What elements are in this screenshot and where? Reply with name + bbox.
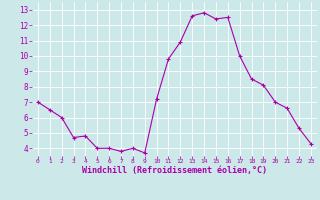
- X-axis label: Windchill (Refroidissement éolien,°C): Windchill (Refroidissement éolien,°C): [82, 166, 267, 175]
